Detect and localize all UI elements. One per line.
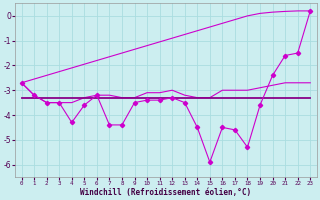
X-axis label: Windchill (Refroidissement éolien,°C): Windchill (Refroidissement éolien,°C) [80, 188, 252, 197]
